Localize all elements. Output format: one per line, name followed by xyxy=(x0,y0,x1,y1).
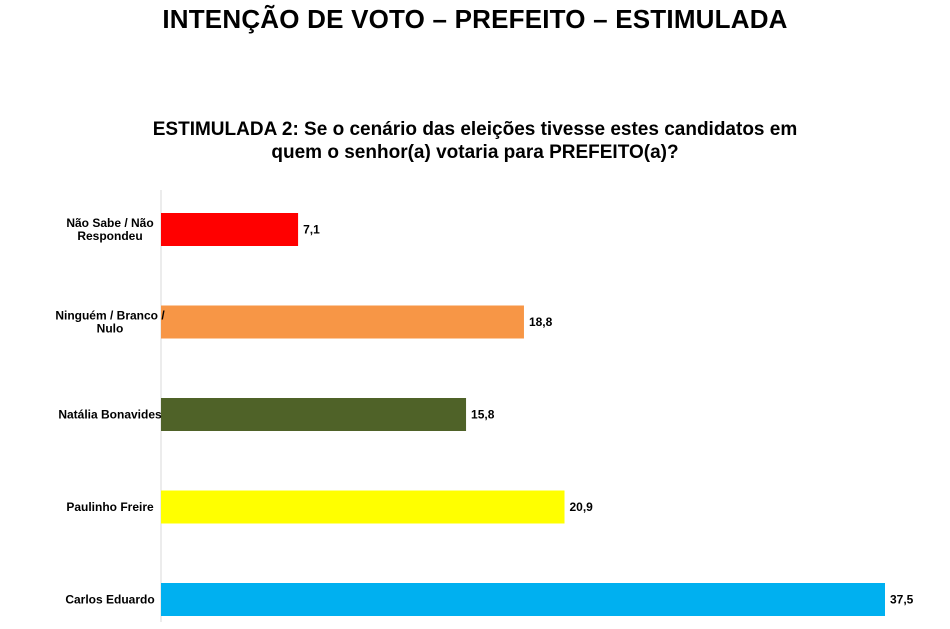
value-label-0: 7,1 xyxy=(303,223,320,237)
category-label-1-line-1: Nulo xyxy=(97,322,124,336)
category-label-3-line-0: Paulinho Freire xyxy=(66,500,154,514)
chart-subtitle-line-1: ESTIMULADA 2: Se o cenário das eleições … xyxy=(152,119,798,140)
category-label-1: Ninguém / Branco / Nulo xyxy=(55,309,165,336)
value-label-2: 15,8 xyxy=(471,408,495,422)
category-label-0: Não Sabe / Não Respondeu xyxy=(66,216,153,243)
category-label-3: Paulinho Freire xyxy=(66,500,154,514)
page-title: INTENÇÃO DE VOTO – PREFEITO – ESTIMULADA xyxy=(162,4,788,34)
bar-2 xyxy=(161,398,467,431)
bar-4 xyxy=(161,583,885,616)
category-label-0-line-0: Não Sabe / Não xyxy=(66,216,153,230)
category-label-0-line-1: Respondeu xyxy=(77,229,142,243)
category-label-4: Carlos Eduardo xyxy=(65,593,154,607)
bar-3 xyxy=(161,490,565,524)
chart-subtitle: ESTIMULADA 2: Se o cenário das eleições … xyxy=(75,118,875,164)
chart-subtitle-line-2: quem o senhor(a) votaria para PREFEITO(a… xyxy=(271,142,679,163)
category-label-1-line-0: Ninguém / Branco / xyxy=(55,309,165,323)
category-label-2-line-0: Natália Bonavides xyxy=(58,408,162,422)
value-label-1: 18,8 xyxy=(529,315,553,329)
value-label-4: 37,5 xyxy=(890,593,914,607)
bar-0 xyxy=(161,213,299,246)
bar-1 xyxy=(161,305,524,339)
value-label-3: 20,9 xyxy=(570,500,594,514)
category-label-2: Natália Bonavides xyxy=(58,408,162,422)
category-label-4-line-0: Carlos Eduardo xyxy=(65,593,154,607)
